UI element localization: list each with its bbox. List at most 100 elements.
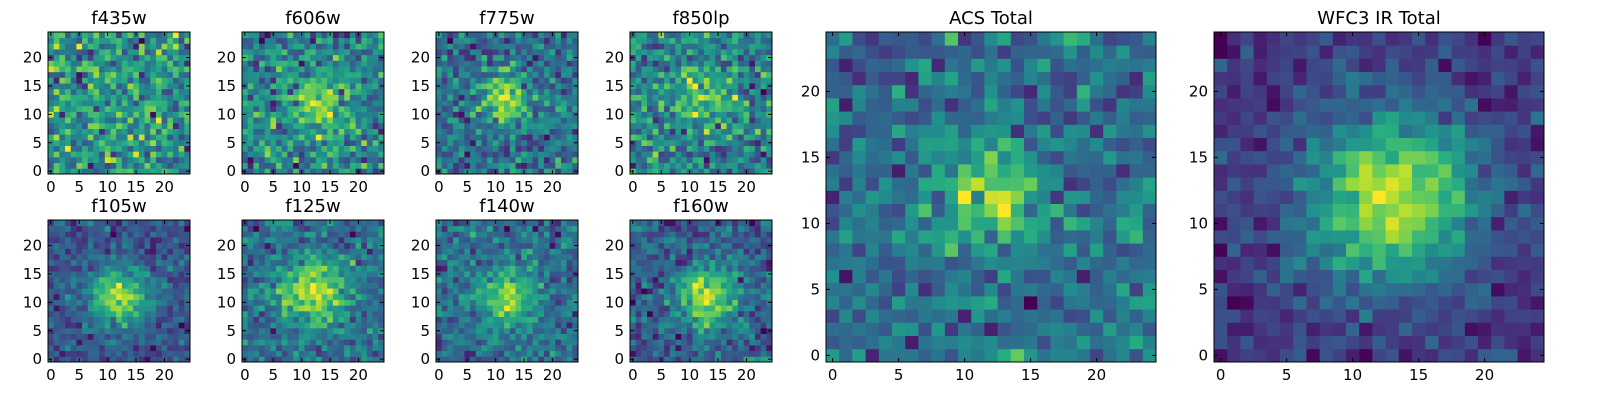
heatmap-cell <box>242 288 249 295</box>
heatmap-cell <box>253 293 260 300</box>
heatmap-cell <box>144 32 151 39</box>
heatmap-cell <box>715 282 722 289</box>
heatmap-cell <box>453 282 460 289</box>
x-tick-label: 10 <box>486 178 505 196</box>
heatmap-cell <box>276 310 283 317</box>
heatmap-cell <box>172 60 180 67</box>
heatmap-cell <box>104 145 111 152</box>
heatmap-cell <box>732 333 739 340</box>
heatmap-cell <box>515 220 522 227</box>
heatmap-cell <box>161 344 168 352</box>
heatmap-cell <box>692 162 699 169</box>
heatmap-cell <box>150 220 157 227</box>
heatmap-cell <box>116 151 123 158</box>
heatmap-cell <box>378 105 385 112</box>
heatmap-cell <box>87 151 94 158</box>
heatmap-cell <box>509 32 516 39</box>
heatmap-cell <box>293 293 300 300</box>
heatmap-cell <box>138 305 145 312</box>
heatmap-cell <box>133 88 140 95</box>
heatmap-cell <box>441 54 448 61</box>
heatmap-cell <box>675 43 682 50</box>
heatmap-cell <box>332 339 339 346</box>
heatmap-cell <box>470 94 477 101</box>
heatmap-cell <box>464 322 471 329</box>
heatmap-cell <box>349 288 356 295</box>
heatmap-cell <box>709 60 716 67</box>
heatmap-cell <box>470 134 477 141</box>
heatmap-cell <box>155 299 162 306</box>
heatmap-cell <box>138 293 145 300</box>
heatmap-cell <box>76 237 83 244</box>
heatmap-cell <box>155 54 162 61</box>
heatmap-cell <box>138 350 145 357</box>
heatmap-cell <box>630 151 637 158</box>
heatmap-cell <box>635 60 642 67</box>
heatmap-cell <box>76 100 83 107</box>
heatmap-cell <box>572 220 579 227</box>
heatmap-cell <box>509 310 516 317</box>
heatmap-cell <box>572 71 579 78</box>
heatmap-cell <box>70 299 77 306</box>
heatmap-cell <box>310 122 317 129</box>
heatmap-cell <box>259 242 266 249</box>
heatmap-cell <box>669 293 676 300</box>
heatmap-cell <box>555 310 562 317</box>
heatmap-cell <box>338 100 345 107</box>
heatmap-cell <box>93 248 100 255</box>
heatmap-cell <box>133 288 140 295</box>
heatmap-cell <box>709 310 716 317</box>
heatmap-cell <box>133 322 140 329</box>
heatmap-cell <box>555 271 562 278</box>
heatmap-cell <box>749 288 756 295</box>
heatmap-cell <box>155 37 162 44</box>
heatmap-cell <box>310 88 317 95</box>
heatmap-cell <box>287 288 294 295</box>
heatmap-cell <box>99 122 106 129</box>
heatmap-cell <box>48 248 55 255</box>
heatmap-cell <box>172 156 180 164</box>
heatmap-cell <box>321 271 328 278</box>
heatmap-cell <box>150 94 157 101</box>
heatmap-cell <box>184 265 191 272</box>
heatmap-cell <box>70 265 77 272</box>
heatmap-cell <box>144 271 151 278</box>
heatmap-cell <box>270 139 277 146</box>
heatmap-cell <box>709 288 716 295</box>
heatmap-cell <box>110 77 117 84</box>
heatmap-cell <box>281 32 288 39</box>
heatmap-cell <box>538 66 545 73</box>
heatmap-cell <box>737 49 744 56</box>
heatmap-cell <box>172 322 180 329</box>
heatmap-cell <box>647 356 654 363</box>
heatmap-cell <box>737 54 744 61</box>
heatmap-cell <box>543 333 550 340</box>
heatmap-cell <box>264 60 271 67</box>
heatmap-cell <box>253 156 260 164</box>
heatmap-cell <box>76 248 83 255</box>
heatmap-cell <box>754 43 762 50</box>
heatmap-cell <box>669 305 676 312</box>
heatmap-cell <box>178 310 185 317</box>
heatmap-cell <box>287 305 294 312</box>
heatmap-cell <box>259 139 266 146</box>
heatmap-cell <box>315 248 322 255</box>
heatmap-cell <box>515 333 522 340</box>
heatmap-cell <box>184 94 191 101</box>
heatmap-cell <box>686 288 693 295</box>
heatmap-cell <box>110 134 117 141</box>
heatmap-cell <box>293 151 300 158</box>
heatmap-cell <box>298 265 305 272</box>
heatmap-cell <box>121 32 128 39</box>
heatmap-cell <box>276 333 283 340</box>
heatmap-cell <box>344 156 351 164</box>
heatmap-cell <box>378 77 385 84</box>
heatmap-cell <box>543 225 550 232</box>
heatmap-cell <box>298 282 305 289</box>
heatmap-cell <box>475 43 482 50</box>
heatmap-cell <box>436 134 443 141</box>
heatmap-cell <box>150 111 157 118</box>
heatmap-cell <box>65 49 72 56</box>
heatmap-cell <box>332 66 339 73</box>
y-tick-label: 20 <box>23 237 42 255</box>
